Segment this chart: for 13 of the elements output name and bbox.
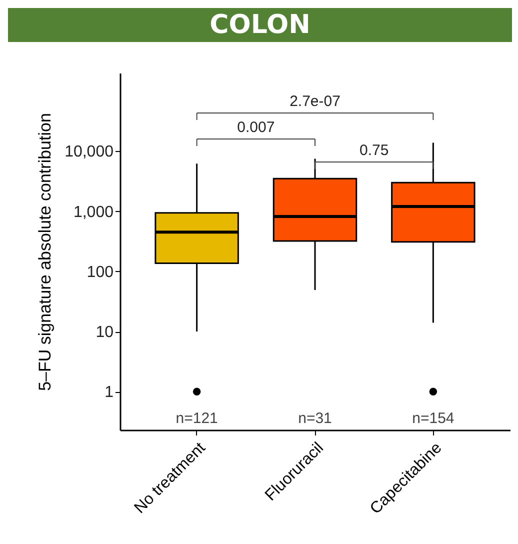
y-tick-label: 1,000	[73, 204, 114, 221]
annotation: 0.007	[237, 119, 275, 136]
chart-title: COLON	[8, 8, 512, 42]
annotation: 2.7e-07	[290, 93, 340, 110]
annotation: n=121	[176, 410, 218, 427]
y-axis-title: 5–FU signature absolute contribution	[36, 113, 55, 391]
y-tick-label: 10,000	[64, 144, 114, 161]
y-tick-label: 1	[104, 384, 114, 402]
annotation: 0.75	[359, 142, 389, 159]
y-tick-label: 100	[86, 264, 114, 281]
annotation: n=154	[412, 410, 454, 427]
y-tick-label: 10	[96, 324, 114, 342]
annotation: n=31	[298, 410, 332, 427]
